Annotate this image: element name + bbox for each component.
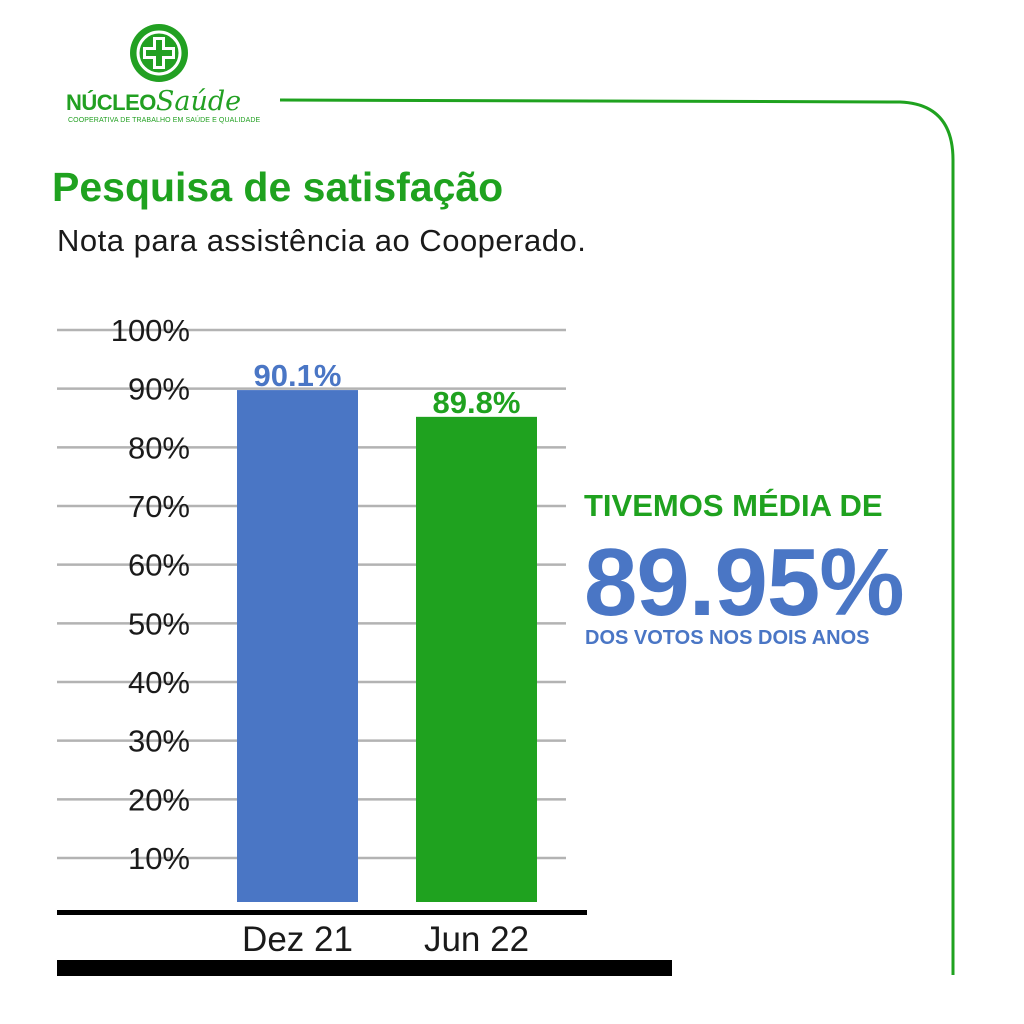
brand-name-part2: Saúde xyxy=(155,86,242,117)
brand-name: NÚCLEOSaúde xyxy=(66,88,241,115)
highlight-trail: DOS VOTOS NOS DOIS ANOS xyxy=(585,627,870,649)
highlight-lead: TIVEMOS MÉDIA DE xyxy=(584,488,883,523)
brand-tagline: COOPERATIVA DE TRABALHO EM SAÚDE E QUALI… xyxy=(68,117,261,124)
y-tick-label: 60% xyxy=(128,548,190,583)
x-tick-label: Dez 21 xyxy=(242,920,353,959)
logo: NÚCLEOSaúde COOPERATIVA DE TRABALHO EM S… xyxy=(66,22,266,132)
bar xyxy=(237,390,358,902)
x-axis-line xyxy=(57,910,587,915)
y-tick-label: 70% xyxy=(128,489,190,524)
y-tick-label: 20% xyxy=(128,782,190,817)
page-subtitle: Nota para assistência ao Cooperado. xyxy=(57,223,587,258)
bar xyxy=(416,416,537,902)
medical-cross-icon xyxy=(130,24,188,82)
y-tick-label: 100% xyxy=(111,313,190,348)
y-tick-label: 40% xyxy=(128,665,190,700)
x-tick-label: Jun 22 xyxy=(424,920,529,959)
base-bar xyxy=(57,960,672,976)
y-tick-label: 80% xyxy=(128,430,190,465)
y-tick-label: 50% xyxy=(128,606,190,641)
highlight-value: 89.95% xyxy=(584,529,905,636)
data-label: 90.1% xyxy=(254,358,342,393)
y-tick-label: 10% xyxy=(128,841,190,876)
page-title: Pesquisa de satisfação xyxy=(52,164,504,210)
data-label: 89.8% xyxy=(433,385,521,420)
y-tick-label: 90% xyxy=(128,372,190,407)
brand-name-part1: NÚCLEO xyxy=(66,90,156,115)
y-tick-label: 30% xyxy=(128,724,190,759)
